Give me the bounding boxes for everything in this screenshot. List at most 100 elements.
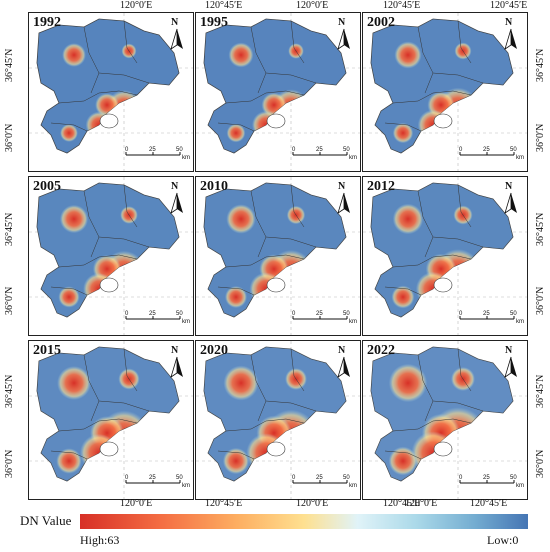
left-lat-label-bottom-1: 36°0′N [4,123,15,152]
top-lon-label-5: 120°45′E [490,0,528,11]
scale-tick-0: 0 [125,311,129,317]
north-arrow-letter: N [171,181,179,192]
panel-year-label: 2005 [33,179,61,194]
scale-bar: 0 25 50 km [125,311,190,331]
scale-unit: km [349,155,357,161]
scale-bar: 0 25 50 km [292,311,357,331]
map-panel-2020: 2020 N 0 25 50 km [195,340,361,500]
scale-unit: km [516,155,524,161]
map-panel-1992: 1992 N 0 25 50 km [28,12,194,172]
left-lat-label-top-1: 36°45′N [4,48,15,82]
panel-year-label: 2002 [367,15,395,30]
scale-tick-25: 25 [316,475,323,481]
legend-low-label: Low:0 [487,533,519,547]
scale-unit: km [182,319,190,325]
map-panel-1995: 1995 N 0 25 50 km [195,12,361,172]
scale-unit: km [182,155,190,161]
panel-year-label: 1992 [33,15,61,30]
bottom-lon-label-1: 120°0′E [120,498,153,509]
scale-tick-50: 50 [176,147,183,153]
panel-year-label: 2015 [33,343,61,358]
scale-unit: km [516,319,524,325]
north-arrow-icon: N [167,17,187,51]
north-arrow-icon: N [501,181,521,215]
scale-tick-0: 0 [459,475,463,481]
scale-tick-50: 50 [510,475,517,481]
scale-tick-0: 0 [292,147,296,153]
map-panel-2002: 2002 N 0 25 50 km [362,12,528,172]
north-arrow-icon: N [167,181,187,215]
map-graphic [363,177,527,335]
scale-bar: 0 25 50 km [292,475,357,495]
top-lon-label-4: 120°45′E [383,0,421,11]
right-lat-label-top-3: 36°45′N [535,374,546,408]
panel-year-label: 2010 [200,179,228,194]
scale-tick-25: 25 [316,147,323,153]
north-arrow-letter: N [338,17,346,28]
top-lon-label-1: 120°0′E [120,0,153,11]
left-lat-label-bottom-2: 36°0′N [4,286,15,315]
north-arrow-letter: N [505,181,513,192]
map-graphic [363,341,527,499]
scale-unit: km [182,483,190,489]
bottom-lon-label-3: 120°0′E [296,498,329,509]
panel-year-label: 2020 [200,343,228,358]
map-graphic [29,13,193,171]
north-arrow-icon: N [501,17,521,51]
scale-unit: km [349,319,357,325]
map-graphic [196,13,360,171]
panel-year-label: 2022 [367,343,395,358]
scale-tick-25: 25 [483,475,490,481]
scale-tick-50: 50 [176,311,183,317]
scale-bar: 0 25 50 km [459,475,524,495]
scale-tick-25: 25 [149,147,156,153]
north-arrow-icon: N [334,181,354,215]
north-arrow-letter: N [338,181,346,192]
north-arrow-icon: N [334,345,354,379]
scale-bar: 0 25 50 km [125,147,190,167]
right-lat-label-top-2: 36°45′N [535,212,546,246]
scale-tick-0: 0 [459,311,463,317]
left-lat-label-bottom-3: 36°0′N [4,449,15,478]
right-lat-label-bottom-2: 36°0′N [535,286,546,315]
map-graphic [196,341,360,499]
north-arrow-letter: N [338,345,346,356]
map-panel-2010: 2010 N 0 25 50 km [195,176,361,336]
scale-tick-50: 50 [176,475,183,481]
legend-high-label: High:63 [80,533,120,547]
panel-year-label: 2012 [367,179,395,194]
right-lat-label-bottom-3: 36°0′N [535,449,546,478]
scale-bar: 0 25 50 km [292,147,357,167]
scale-unit: km [516,483,524,489]
map-graphic [363,13,527,171]
bottom-lon-label-5: 120°0′E [405,498,438,509]
scale-tick-0: 0 [292,311,296,317]
panel-year-label: 1995 [200,15,228,30]
scale-tick-50: 50 [343,147,350,153]
scale-tick-0: 0 [292,475,296,481]
legend-color-ramp [80,514,528,529]
scale-bar: 0 25 50 km [125,475,190,495]
scale-tick-0: 0 [459,147,463,153]
scale-tick-0: 0 [125,147,129,153]
north-arrow-letter: N [505,17,513,28]
scale-tick-50: 50 [510,311,517,317]
scale-tick-0: 0 [125,475,129,481]
map-panel-2015: 2015 N 0 25 50 km [28,340,194,500]
map-graphic [29,341,193,499]
right-lat-label-bottom-1: 36°0′N [535,123,546,152]
left-lat-label-top-2: 36°45′N [4,212,15,246]
scale-bar: 0 25 50 km [459,311,524,331]
bottom-lon-label-6: 120°45′E [470,498,508,509]
right-lat-label-top-1: 36°45′N [535,48,546,82]
top-lon-label-3: 120°0′E [296,0,329,11]
legend-title: DN Value [20,513,72,528]
map-panel-2022: 2022 N 0 25 50 km [362,340,528,500]
scale-tick-25: 25 [149,311,156,317]
north-arrow-letter: N [505,345,513,356]
map-panel-2005: 2005 N 0 25 50 km [28,176,194,336]
scale-bar: 0 25 50 km [459,147,524,167]
scale-tick-50: 50 [343,311,350,317]
scale-tick-25: 25 [149,475,156,481]
scale-tick-25: 25 [483,311,490,317]
